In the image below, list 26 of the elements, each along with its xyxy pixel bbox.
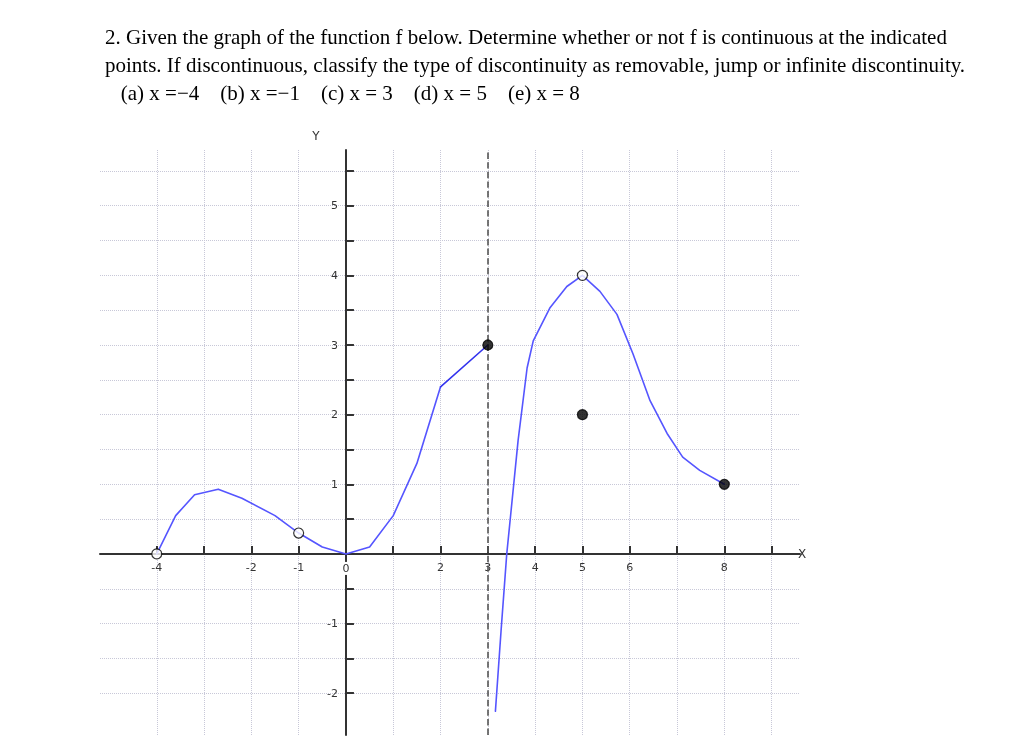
point	[718, 478, 730, 490]
point	[482, 339, 494, 351]
y-tick-label: 5	[330, 199, 338, 213]
x-tick-label: -1	[293, 560, 305, 574]
y-tick-label: -1	[326, 617, 338, 631]
point	[576, 409, 589, 421]
x-tick-label: 8	[720, 560, 728, 574]
point	[293, 527, 305, 539]
y-axis-title: Y	[311, 129, 321, 143]
y-tick-label: 4	[330, 268, 338, 282]
x-tick-label: 0	[342, 561, 350, 575]
x-tick-label: -2	[245, 560, 257, 574]
point	[576, 269, 589, 281]
x-tick-label: 3	[484, 560, 492, 574]
chart-title: 2. Given the graph of the function f below. Determine whether or not f is continuous at the indicated points. If discontinuous, classify the type of discontinuity as removable, jump or infinite discontinuity. (a) x =−4 (b) x =−1 (c) x = 3 (d) x = 5 (e) x = 8	[105, 25, 981, 105]
x-tick-label: 5	[578, 560, 586, 574]
y-tick-label: 1	[330, 477, 338, 491]
point	[151, 548, 163, 560]
y-tick-label: 3	[330, 338, 338, 352]
y-tick-label: -2	[326, 686, 338, 700]
x-tick-label: -4	[151, 560, 163, 574]
x-axis-title: X	[798, 546, 807, 561]
x-tick-label: 6	[626, 560, 634, 574]
x-tick-label: 2	[437, 560, 445, 574]
y-tick-label: 2	[330, 408, 338, 422]
x-tick-label: 4	[531, 560, 539, 574]
